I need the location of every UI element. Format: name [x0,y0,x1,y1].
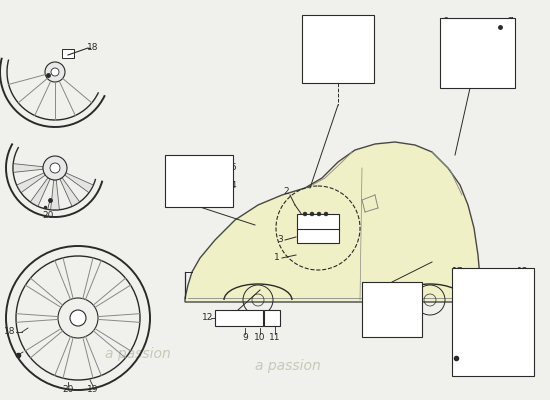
FancyBboxPatch shape [62,49,74,58]
Text: 11: 11 [270,334,280,342]
Text: 8: 8 [442,32,448,42]
Text: 6: 6 [315,18,321,26]
Circle shape [324,212,328,216]
FancyBboxPatch shape [297,229,339,243]
Text: 7: 7 [507,18,513,26]
Text: 20: 20 [42,210,54,220]
Text: a passion: a passion [105,347,170,361]
Bar [362,282,422,337]
Text: 7: 7 [367,18,373,26]
Text: 9: 9 [455,278,461,288]
Bar [165,155,233,207]
Text: 15: 15 [517,358,529,368]
Text: 20: 20 [62,386,74,394]
Text: 4: 4 [415,320,421,330]
Text: 12: 12 [202,314,214,322]
Circle shape [51,68,59,76]
Polygon shape [30,178,50,206]
Polygon shape [60,178,80,206]
Bar [440,18,515,88]
Bar [302,15,374,83]
Polygon shape [13,164,43,172]
Text: 10: 10 [254,334,266,342]
Circle shape [50,163,60,173]
Circle shape [70,310,86,326]
Text: 4: 4 [507,58,513,66]
Text: 18: 18 [4,328,16,336]
Text: 1: 1 [274,254,280,262]
Text: 7: 7 [169,158,175,166]
Circle shape [317,212,321,216]
Text: 3: 3 [277,236,283,244]
Bar [264,310,280,326]
Text: 2: 2 [283,186,289,196]
Circle shape [303,212,307,216]
Text: 8: 8 [169,168,175,176]
Text: 5: 5 [230,164,236,172]
Text: 16: 16 [452,356,464,364]
Text: 4: 4 [230,180,236,190]
Text: 4: 4 [367,54,373,62]
Text: 18: 18 [87,44,99,52]
Text: a passion: a passion [255,359,321,373]
Circle shape [310,212,314,216]
Text: 7: 7 [507,44,513,52]
Circle shape [43,156,67,180]
Text: 6: 6 [442,18,448,26]
Polygon shape [51,180,59,210]
Text: 5: 5 [415,290,421,300]
Text: 9: 9 [242,334,248,342]
Bar [452,268,534,376]
Circle shape [45,62,65,82]
Text: 17: 17 [452,268,464,276]
Text: 7: 7 [365,284,371,292]
Polygon shape [185,142,482,302]
Text: 10: 10 [452,290,464,300]
Text: 8: 8 [365,300,371,310]
Polygon shape [65,173,94,193]
Text: 19: 19 [87,386,99,394]
Polygon shape [16,173,45,193]
Text: 8: 8 [305,30,311,40]
FancyBboxPatch shape [297,214,339,230]
Bar [215,310,263,326]
Text: 13: 13 [517,268,529,276]
Text: 14: 14 [518,348,529,358]
